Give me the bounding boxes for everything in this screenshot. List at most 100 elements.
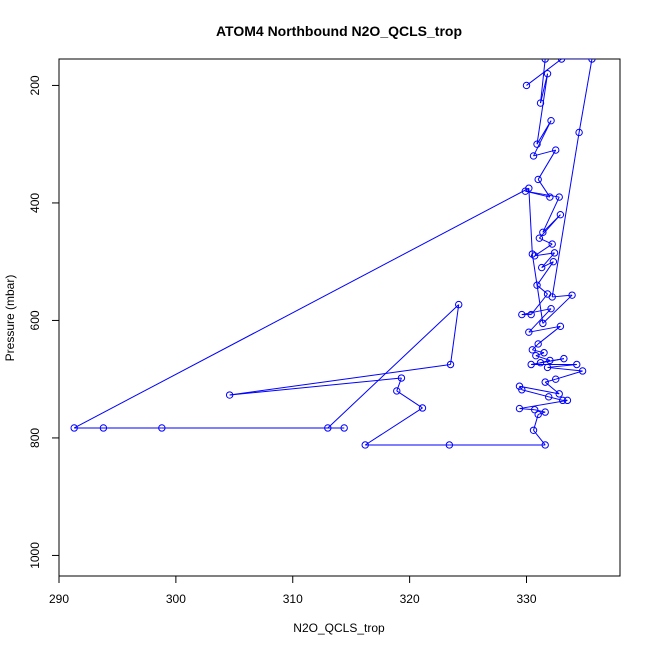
y-axis: 200 400 600 800 1000 (28, 75, 60, 569)
data-point (536, 359, 545, 367)
data-point (556, 210, 565, 219)
y-axis-label: Pressure (mbar) (3, 275, 17, 362)
data-point (533, 140, 541, 148)
data-point (515, 404, 524, 413)
data-point (527, 360, 535, 369)
data-point (527, 310, 535, 319)
series-line-segment (537, 325, 561, 345)
series-line-segment (535, 355, 551, 361)
data-point (397, 374, 406, 382)
data-point (555, 390, 563, 398)
x-axis: 290 300 310 320 330 (49, 575, 537, 606)
series-line-segment (396, 377, 402, 392)
series-line-segment (540, 59, 546, 104)
series-line-segment (533, 149, 556, 157)
data-point (552, 146, 560, 154)
series-line-segment (541, 261, 554, 269)
series-line-segment (555, 370, 583, 380)
data-point (549, 257, 558, 266)
data-point (534, 340, 542, 348)
series-line-segment (229, 377, 402, 396)
data-point (541, 408, 549, 416)
data-point (455, 300, 463, 309)
series-line-segment (551, 132, 580, 298)
data-point (418, 404, 427, 412)
data-point (546, 193, 554, 201)
data-point (529, 152, 538, 160)
data-point (393, 387, 401, 395)
series-line-segment (542, 294, 573, 324)
y-tick-label: 1000 (28, 542, 42, 569)
series-line-segment (532, 349, 545, 354)
data-point (552, 375, 560, 383)
data-point (559, 396, 567, 405)
data-point (539, 228, 547, 237)
series-line-segment (547, 364, 577, 368)
data-point (540, 349, 548, 357)
data-point (445, 441, 454, 449)
data-point (70, 424, 78, 432)
series-line-segment (538, 214, 561, 239)
plot-frame (58, 58, 621, 577)
series-line-segment (578, 59, 593, 133)
series-line-segment (521, 308, 552, 316)
series-line-segment (536, 73, 549, 145)
data-point (530, 406, 539, 414)
data-point (575, 128, 583, 137)
series-line-segment (521, 389, 549, 398)
data-point (548, 240, 556, 248)
data-point (547, 116, 555, 125)
series-line-segment (73, 187, 530, 429)
y-tick-label: 800 (28, 428, 42, 448)
series-line-segment (542, 196, 560, 233)
series-line-segment (531, 358, 564, 365)
data-point (530, 252, 539, 260)
data-point (568, 291, 576, 299)
data-point (225, 391, 234, 399)
data-point (539, 319, 547, 328)
series-line-segment (535, 352, 545, 357)
x-tick-label: 330 (516, 592, 536, 606)
data-point (518, 310, 526, 319)
data-point (522, 81, 531, 90)
series-line-segment (537, 149, 557, 180)
data-point (535, 234, 544, 242)
series-group (70, 59, 596, 449)
chart-title: ATOM4 Northbound N2O_QCLS_trop (216, 23, 462, 39)
data-point (158, 424, 166, 432)
series-line-segment (526, 59, 562, 86)
series-line-segment (539, 237, 553, 245)
data-point (547, 304, 555, 313)
series-line-segment (229, 364, 451, 396)
data-point (543, 363, 552, 372)
data-point (340, 424, 348, 432)
series-line-segment (327, 304, 460, 429)
x-tick-label: 300 (166, 592, 186, 606)
series-line-segment (545, 378, 556, 383)
series-line-segment (519, 385, 560, 395)
data-point (543, 69, 552, 78)
x-tick-label: 290 (49, 592, 69, 606)
series-line-segment (364, 407, 423, 446)
y-tick-label: 200 (28, 75, 42, 95)
data-point (533, 281, 541, 289)
series-line-segment (548, 396, 563, 401)
plot-area (70, 59, 596, 449)
data-point (556, 322, 565, 331)
data-point (541, 59, 549, 63)
series-line-segment (396, 390, 423, 409)
x-axis-label: N2O_QCLS_trop (293, 621, 385, 635)
data-point (560, 354, 568, 363)
data-point (99, 424, 108, 432)
series-line-segment (534, 409, 546, 413)
data-point (541, 378, 549, 386)
series-line-segment (450, 304, 460, 365)
data-point (528, 250, 537, 258)
data-point (534, 175, 542, 184)
data-point (550, 249, 559, 257)
data-point (518, 386, 526, 394)
series-line-segment (536, 261, 554, 286)
data-point (557, 59, 566, 63)
series-line-segment (530, 293, 548, 315)
